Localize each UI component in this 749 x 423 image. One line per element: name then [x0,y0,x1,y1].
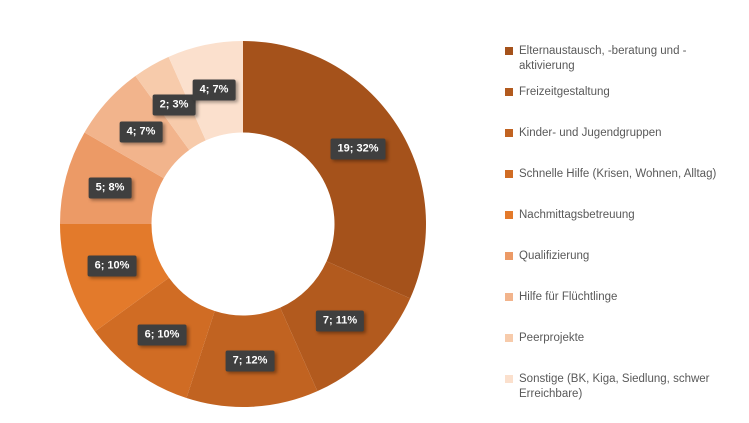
legend-swatch-icon [505,252,513,260]
legend-item-label: Kinder- und Jugendgruppen [519,127,662,139]
donut-slice-1 [243,41,426,299]
legend-swatch-icon [505,293,513,301]
legend-item-label: Schnelle Hilfe (Krisen, Wohnen, Alltag) [519,168,717,180]
legend-swatch-icon [505,375,513,383]
chart-legend: Elternaustausch, -beratung und -aktivier… [505,44,733,413]
legend-item-label: Elternaustausch, -beratung und -aktivier… [519,45,687,72]
legend-item-9: Sonstige (BK, Kiga, Siedlung, schwer Err… [505,372,733,413]
data-label-2: 7; 11% [315,310,365,332]
legend-item-1: Elternaustausch, -beratung und -aktivier… [505,44,733,85]
legend-item-label: Nachmittagsbetreuung [519,209,635,221]
legend-item-label: Qualifizierung [519,250,590,262]
data-label-3: 7; 12% [225,350,275,372]
data-label-7: 4; 7% [119,121,163,143]
legend-item-3: Kinder- und Jugendgruppen [505,126,733,167]
data-label-4: 6; 10% [137,324,187,346]
legend-item-8: Peerprojekte [505,331,733,372]
legend-item-6: Qualifizierung [505,249,733,290]
data-label-9: 4; 7% [192,79,236,101]
legend-swatch-icon [505,334,513,342]
legend-item-label: Hilfe für Flüchtlinge [519,291,618,303]
data-label-8: 2; 3% [152,94,196,116]
data-label-5: 6; 10% [87,255,137,277]
data-label-6: 5; 8% [88,177,132,199]
data-label-1: 19; 32% [330,138,386,160]
legend-item-7: Hilfe für Flüchtlinge [505,290,733,331]
legend-swatch-icon [505,211,513,219]
legend-item-label: Freizeitgestaltung [519,86,610,98]
legend-item-4: Schnelle Hilfe (Krisen, Wohnen, Alltag) [505,167,733,208]
donut-slice-5 [60,224,169,332]
legend-item-label: Peerprojekte [519,332,585,344]
legend-swatch-icon [505,47,513,55]
legend-item-5: Nachmittagsbetreuung [505,208,733,249]
donut-chart: 19; 32% 7; 11% 7; 12% 6; 10% 6; 10% 5; 8% 4; 7… [60,41,426,407]
legend-swatch-icon [505,88,513,96]
legend-swatch-icon [505,170,513,178]
legend-item-2: Freizeitgestaltung [505,85,733,126]
legend-swatch-icon [505,129,513,137]
legend-item-label: Sonstige (BK, Kiga, Siedlung, schwer Err… [519,373,710,400]
